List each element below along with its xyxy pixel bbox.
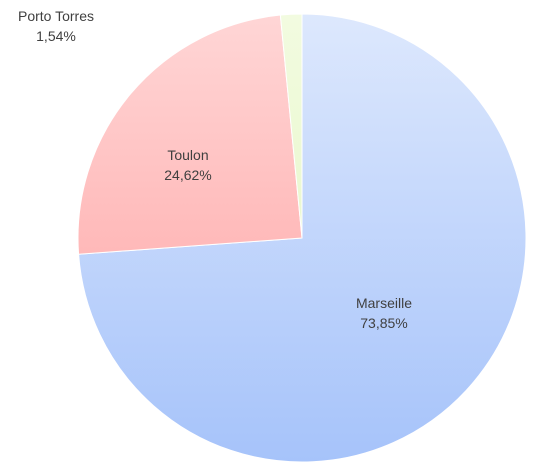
slice-percent-marseille: 73,85%	[360, 315, 407, 331]
pie-labels: Marseille 73,85% Toulon 24,62% Porto Torres 1…	[18, 8, 412, 331]
pie-slice-toulon	[77, 14, 303, 255]
slice-name-marseille: Marseille	[356, 295, 412, 311]
pie-slices	[77, 13, 527, 463]
slice-percent-porto-torres: 1,54%	[36, 28, 76, 44]
pie-slice-porto-torres	[279, 13, 303, 239]
slice-percent-toulon: 24,62%	[164, 167, 211, 183]
slice-name-toulon: Toulon	[167, 147, 208, 163]
slice-name-porto-torres: Porto Torres	[18, 8, 94, 24]
